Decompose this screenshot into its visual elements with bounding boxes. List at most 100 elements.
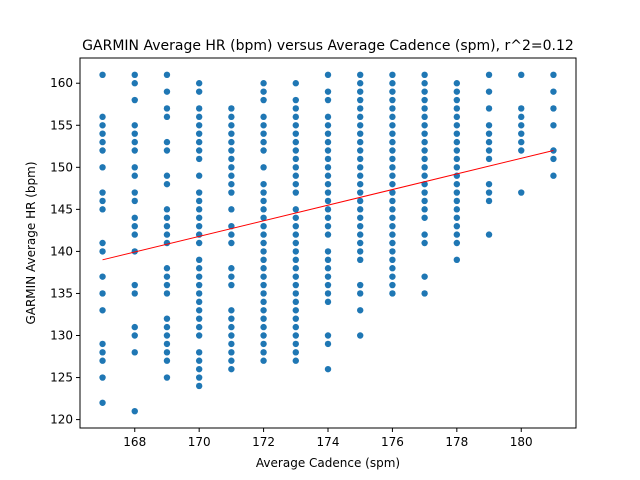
data-point	[421, 189, 428, 196]
data-point	[131, 80, 138, 87]
data-point	[357, 290, 364, 297]
data-point	[228, 315, 235, 322]
data-point	[421, 88, 428, 95]
data-point	[228, 273, 235, 280]
data-point	[324, 138, 332, 146]
data-point	[453, 138, 461, 146]
data-point	[163, 113, 171, 121]
data-point	[324, 281, 332, 289]
data-point	[195, 290, 203, 297]
y-tick-label: 135	[50, 286, 73, 300]
data-point	[292, 265, 299, 272]
data-point	[131, 138, 138, 146]
data-point	[357, 122, 364, 129]
data-point	[163, 105, 171, 112]
data-point	[421, 113, 428, 121]
data-point	[260, 130, 267, 137]
data-point	[260, 273, 267, 280]
data-point	[292, 222, 299, 230]
data-point	[163, 222, 171, 230]
data-point	[357, 88, 364, 95]
data-point	[292, 298, 299, 306]
data-point	[228, 105, 235, 112]
data-point	[195, 239, 203, 247]
data-point	[324, 96, 332, 104]
data-point	[228, 138, 235, 146]
data-point	[292, 122, 299, 129]
data-point	[389, 105, 396, 112]
data-point	[453, 164, 461, 171]
data-point	[260, 180, 267, 188]
data-point	[389, 138, 396, 146]
data-point	[228, 357, 235, 364]
data-point	[485, 147, 493, 154]
data-point	[163, 147, 171, 154]
data-point	[421, 147, 428, 154]
data-point	[260, 256, 267, 264]
data-point	[485, 189, 493, 196]
data-point	[324, 71, 332, 79]
data-point	[292, 206, 299, 213]
data-point	[260, 307, 267, 314]
data-point	[131, 231, 138, 238]
data-point	[195, 298, 203, 306]
data-point	[131, 172, 138, 179]
data-point	[292, 281, 299, 289]
data-point	[163, 138, 171, 146]
data-point	[195, 332, 203, 339]
data-point	[357, 80, 364, 87]
data-point	[131, 349, 138, 356]
data-point	[260, 298, 267, 306]
data-point	[324, 88, 332, 95]
data-point	[453, 256, 461, 264]
data-point	[389, 239, 396, 247]
data-point	[163, 290, 171, 297]
data-point	[163, 265, 171, 272]
data-point	[195, 147, 203, 154]
data-point	[228, 180, 235, 188]
plot-area	[99, 71, 557, 415]
data-point	[292, 172, 299, 179]
data-point	[292, 340, 299, 348]
data-point	[550, 172, 557, 179]
data-point	[389, 172, 396, 179]
data-point	[260, 164, 267, 171]
data-point	[131, 189, 138, 196]
data-point	[163, 172, 171, 179]
data-point	[357, 332, 364, 339]
data-point	[357, 197, 364, 205]
data-point	[195, 155, 203, 163]
data-point	[131, 71, 138, 79]
data-point	[228, 340, 235, 348]
y-tick-label: 140	[50, 244, 73, 258]
data-point	[453, 88, 461, 95]
data-point	[421, 130, 428, 137]
data-point	[357, 239, 364, 247]
data-point	[389, 265, 396, 272]
data-point	[357, 138, 364, 146]
y-tick-label: 150	[50, 160, 73, 174]
data-point	[99, 349, 106, 356]
data-point	[421, 122, 428, 129]
data-point	[228, 307, 235, 314]
data-point	[195, 130, 203, 137]
data-point	[421, 273, 428, 280]
data-point	[324, 340, 332, 348]
y-axis-label: GARMIN Average HR (bpm)	[24, 161, 38, 324]
data-point	[260, 340, 267, 348]
x-axis-label: Average Cadence (spm)	[256, 456, 400, 470]
data-point	[421, 164, 428, 171]
data-point	[228, 231, 235, 238]
data-point	[228, 281, 235, 289]
data-point	[131, 214, 138, 221]
data-point	[421, 138, 428, 146]
data-point	[195, 323, 203, 331]
data-point	[389, 231, 396, 238]
data-point	[163, 315, 171, 322]
data-point	[99, 374, 106, 381]
data-point	[453, 231, 461, 238]
data-point	[292, 332, 299, 339]
data-point	[99, 340, 106, 348]
data-point	[260, 332, 267, 339]
data-point	[163, 340, 171, 348]
